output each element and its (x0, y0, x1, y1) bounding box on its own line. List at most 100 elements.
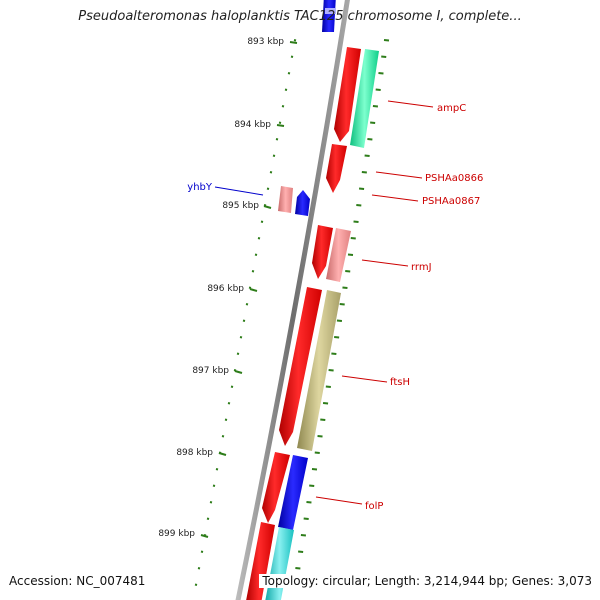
leader-line (315, 496, 363, 505)
minor-tick-dot (284, 88, 288, 91)
outer-tick (298, 550, 304, 553)
minor-tick-dot (215, 468, 219, 471)
gene-feature-olive[interactable] (297, 290, 341, 451)
outer-tick (375, 88, 381, 91)
minor-tick-dot (278, 121, 282, 124)
minor-tick-dot (275, 138, 279, 141)
outer-tick (353, 220, 359, 223)
scale-label: 897 kbp (192, 366, 229, 376)
chromosome-backbone (235, 0, 350, 600)
outer-tick (345, 270, 351, 273)
outer-tick (378, 72, 384, 75)
gene-label-folP[interactable]: folP (365, 501, 383, 512)
gene-labels: ampC PSHAa0866 PSHAa0867 rrmJ ftsH folP (315, 100, 483, 512)
minor-tick-dot (236, 352, 240, 355)
outer-tick (311, 468, 318, 471)
gene-feature-lavender[interactable] (325, 8, 336, 14)
scale-tick (218, 452, 227, 456)
yhbY-region: yhbY (187, 182, 310, 216)
accession-label: Accession: NC_007481 (9, 574, 146, 588)
scale-tick (289, 41, 298, 44)
topology-summary: Topology: circular; Length: 3,214,944 bp… (259, 574, 592, 588)
outer-tick (347, 253, 354, 256)
outer-tick (306, 501, 312, 504)
outer-tick (328, 369, 334, 372)
minor-tick-dot (272, 154, 276, 157)
gene-label-rrmJ[interactable]: rrmJ (411, 262, 432, 273)
minor-tick-dot (245, 303, 249, 306)
gene-label-ampC[interactable]: ampC (437, 103, 466, 114)
gene-feature-red-bottom[interactable] (246, 522, 275, 600)
scale-tick (249, 288, 258, 292)
gene-feature-rrmJ[interactable] (312, 225, 333, 279)
leader-line (371, 194, 419, 202)
minor-tick-dot (269, 171, 273, 174)
minor-tick-dot (197, 567, 201, 570)
gene-feature-yhbY[interactable] (295, 190, 310, 216)
outer-tick (358, 187, 365, 190)
minor-tick-dot (293, 39, 297, 42)
gene-feature-ftsH[interactable] (279, 287, 322, 446)
minor-tick-dot (266, 187, 270, 190)
outer-tick (295, 567, 301, 570)
gene-feature-ampC[interactable] (334, 47, 361, 142)
outer-tick (317, 435, 323, 438)
gene-feature-blue-folP[interactable] (278, 455, 308, 530)
outer-tick (314, 451, 320, 454)
gene-label-PSHAa0866[interactable]: PSHAa0866 (425, 173, 483, 184)
minor-tick-dot (230, 385, 234, 388)
outer-tick (342, 286, 348, 289)
gene-feature-pink-small[interactable] (278, 186, 293, 213)
leader-line (361, 259, 409, 267)
outer-tick (383, 39, 390, 42)
minor-tick-dot (224, 418, 228, 421)
outer-tick (331, 352, 337, 355)
outer-tick (356, 204, 362, 207)
map-title: Pseudoalteromonas haloplanktis TAC125 ch… (78, 9, 522, 24)
scale-label: 895 kbp (222, 201, 259, 211)
outer-tick (361, 171, 367, 174)
scale-tick (234, 370, 243, 374)
gene-feature-PSHAa0866[interactable] (326, 144, 347, 193)
outer-tick (367, 138, 373, 141)
outer-tick (322, 402, 329, 405)
leader-line (375, 171, 423, 179)
scale-tick (276, 124, 285, 127)
outer-tick (309, 484, 315, 487)
gene-feature-folP[interactable] (262, 452, 290, 523)
outer-tick (303, 517, 309, 520)
scale-label: 896 kbp (207, 284, 244, 294)
minor-tick-dot (206, 517, 210, 520)
feature-track-inner (246, 0, 361, 600)
outer-tick (300, 534, 307, 537)
scale-tick (263, 205, 272, 209)
minor-tick-dot (248, 286, 252, 289)
outer-tick (370, 121, 376, 124)
minor-tick-dot (200, 550, 204, 553)
minor-tick-dot (221, 435, 225, 438)
minor-tick-dot (260, 220, 264, 223)
gene-label-yhbY[interactable]: yhbY (187, 182, 213, 193)
leader-line (341, 375, 388, 383)
leader-line (387, 100, 434, 108)
minor-tick-dot (281, 105, 285, 108)
minor-tick-dot (194, 583, 198, 586)
scale-tick (200, 534, 209, 538)
scale-label: 899 kbp (158, 529, 195, 539)
gene-label-ftsH[interactable]: ftsH (390, 377, 410, 388)
outer-tick (381, 55, 387, 58)
outer-tick (339, 303, 345, 306)
scale-label: 894 kbp (234, 120, 271, 130)
gene-feature-pink-rrmJ[interactable] (326, 228, 351, 282)
scale-label: 893 kbp (247, 37, 284, 47)
minor-tick-dot (254, 253, 258, 256)
outer-tick (372, 105, 379, 108)
outer-tick (320, 418, 326, 421)
gene-label-PSHAa0867[interactable]: PSHAa0867 (422, 196, 480, 207)
minor-tick-dot (227, 402, 231, 405)
outer-tick (325, 385, 331, 388)
outer-tick (350, 237, 356, 240)
gene-feature-green[interactable] (350, 49, 379, 148)
